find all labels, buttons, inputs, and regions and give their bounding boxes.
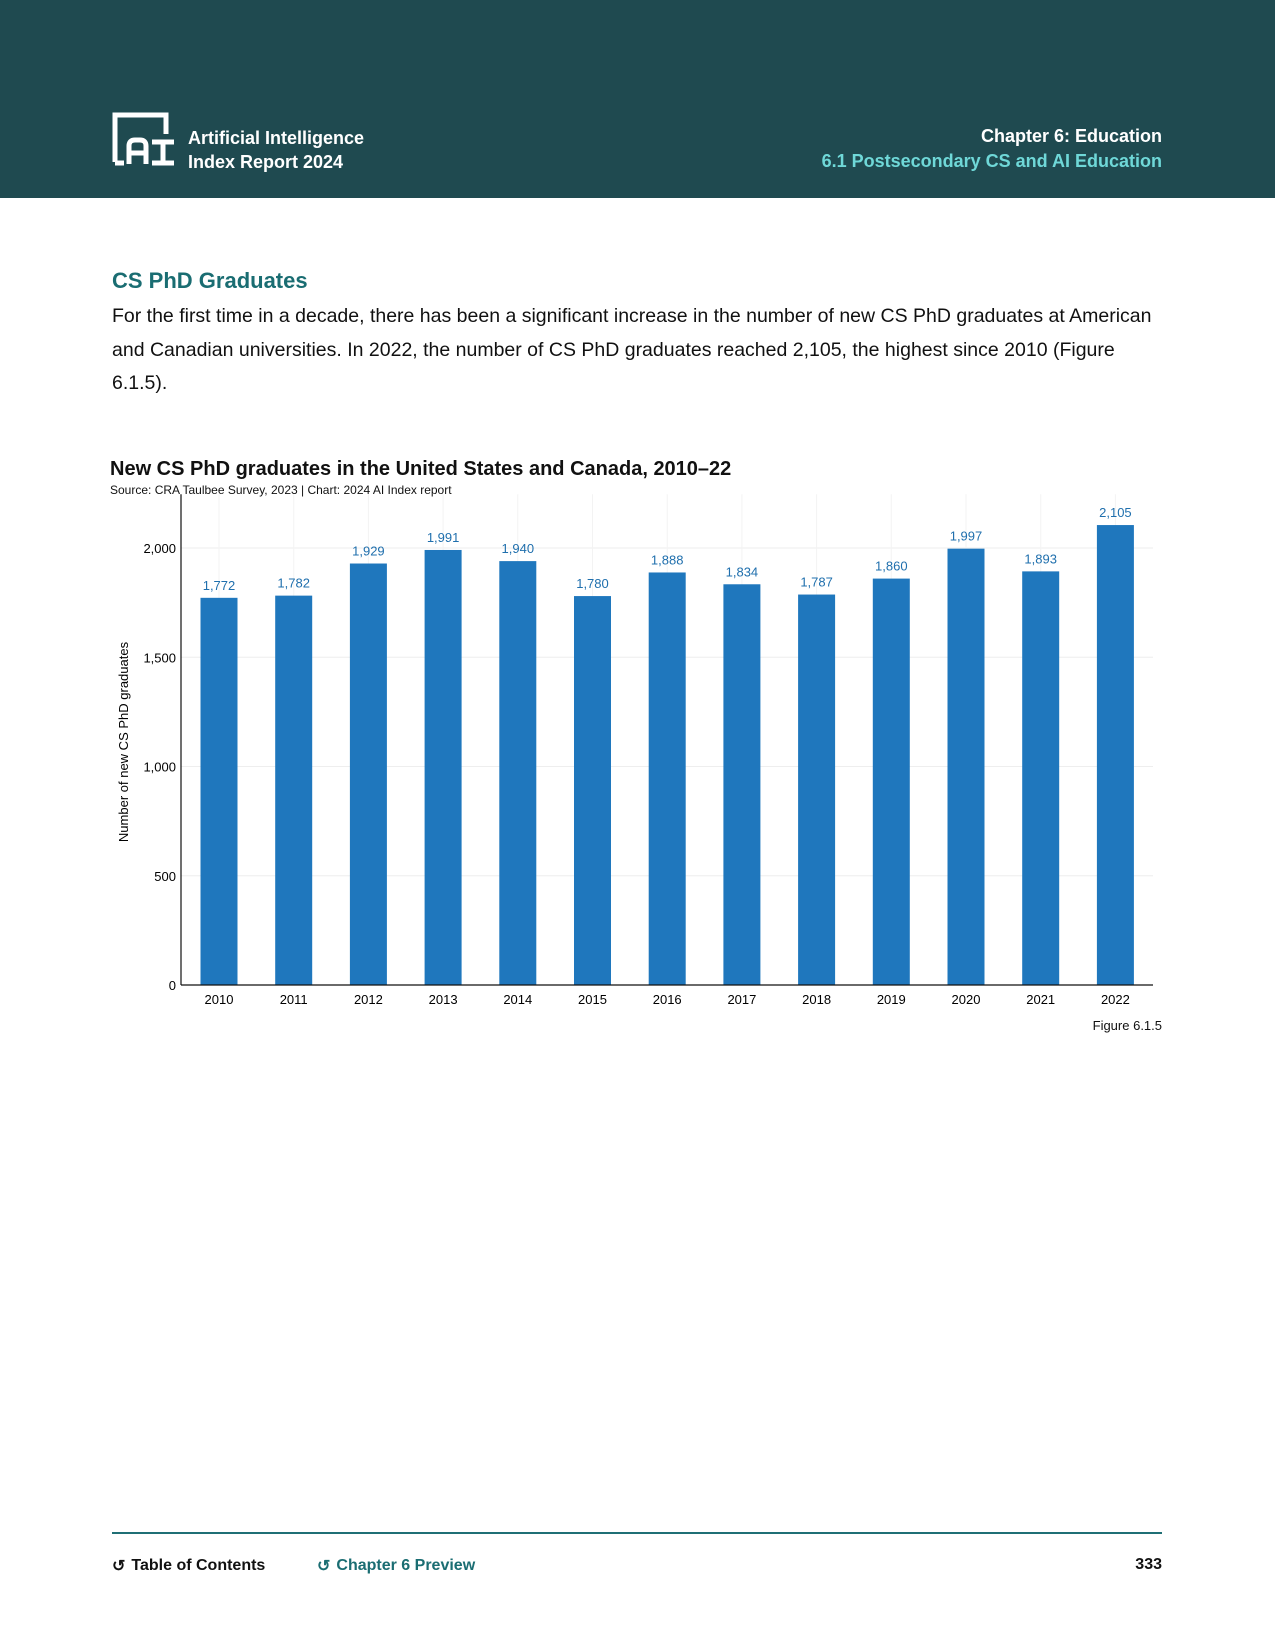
- x-tick-label: 2015: [578, 992, 607, 1007]
- bar-2011: [275, 595, 313, 985]
- x-tick-label: 2017: [727, 992, 756, 1007]
- data-label: 1,834: [726, 564, 759, 579]
- page-header: Artificial Intelligence Index Report 202…: [0, 0, 1275, 198]
- bar-2016: [648, 572, 686, 985]
- report-brand: Artificial Intelligence Index Report 202…: [188, 126, 364, 174]
- y-axis-label: Number of new CS PhD graduates: [116, 641, 131, 842]
- chart-source: Source: CRA Taulbee Survey, 2023 | Chart…: [110, 483, 452, 497]
- x-tick-label: 2022: [1101, 992, 1130, 1007]
- data-label: 1,940: [502, 541, 535, 556]
- y-tick-label: 1,000: [143, 760, 176, 775]
- x-tick-label: 2010: [205, 992, 234, 1007]
- ai-index-logo: [112, 112, 174, 166]
- figure-label: Figure 6.1.5: [1092, 1018, 1162, 1033]
- section-title: 6.1 Postsecondary CS and AI Education: [821, 151, 1162, 171]
- bar-chart: 0 500 1,000 1,500 2,000 1,772 2010 1,782 2011 1,9…: [116, 494, 1153, 1007]
- x-tick-label: 2020: [952, 992, 981, 1007]
- data-label: 1,860: [875, 559, 908, 574]
- bar-2018: [798, 594, 836, 985]
- y-tick-label: 500: [154, 869, 176, 884]
- bar-2014: [499, 561, 537, 985]
- bar-2020: [947, 548, 985, 985]
- chart-title: New CS PhD graduates in the United State…: [110, 458, 732, 480]
- data-label: 1,929: [352, 544, 385, 559]
- x-tick-label: 2019: [877, 992, 906, 1007]
- data-label: 1,772: [203, 578, 236, 593]
- chapter-preview-label: Chapter 6 Preview: [336, 1557, 476, 1574]
- chapter-preview-link[interactable]: ↺ Chapter 6 Preview: [317, 1556, 475, 1576]
- bar-2019: [872, 578, 910, 985]
- page-number: 333: [1135, 1556, 1162, 1573]
- chapter-info: Chapter 6: Education 6.1 Postsecondary C…: [822, 124, 1162, 174]
- data-label: 1,782: [277, 576, 310, 591]
- data-label: 1,888: [651, 552, 684, 567]
- x-tick-label: 2012: [354, 992, 383, 1007]
- x-tick-label: 2014: [503, 992, 532, 1007]
- data-label: 1,991: [427, 530, 460, 545]
- data-label: 1,997: [950, 529, 983, 544]
- return-arrow-icon: ↺: [112, 1558, 126, 1575]
- x-tick-label: 2021: [1026, 992, 1055, 1007]
- bar-2017: [723, 584, 761, 985]
- data-label: 1,780: [576, 576, 609, 591]
- y-tick-label: 1,500: [143, 650, 176, 665]
- table-of-contents-link[interactable]: ↺ Table of Contents: [112, 1556, 265, 1576]
- y-tick-label: 2,000: [143, 541, 176, 556]
- footer-divider: [112, 1532, 1162, 1534]
- x-tick-label: 2011: [280, 992, 308, 1007]
- body-paragraph: For the first time in a decade, there ha…: [112, 305, 1152, 394]
- data-label: 1,893: [1024, 551, 1057, 566]
- y-tick-label: 0: [169, 978, 176, 993]
- x-tick-label: 2018: [802, 992, 831, 1007]
- bar-2022: [1096, 525, 1134, 985]
- bar-2012: [349, 563, 387, 985]
- bar-2010: [200, 597, 238, 985]
- x-tick-label: 2013: [429, 992, 458, 1007]
- data-label: 1,787: [800, 575, 833, 590]
- bar-2015: [574, 596, 611, 985]
- chapter-title: Chapter 6: Education: [980, 126, 1162, 146]
- section-heading: CS PhD Graduates: [112, 268, 308, 293]
- x-tick-label: 2016: [653, 992, 682, 1007]
- bar-2013: [424, 549, 462, 985]
- toc-label: Table of Contents: [131, 1557, 266, 1574]
- data-label: 2,105: [1099, 505, 1132, 520]
- bar-2021: [1022, 571, 1060, 985]
- brand-line-2: Index Report 2024: [188, 152, 344, 172]
- return-arrow-icon: ↺: [317, 1558, 331, 1575]
- brand-line-1: Artificial Intelligence: [188, 128, 365, 148]
